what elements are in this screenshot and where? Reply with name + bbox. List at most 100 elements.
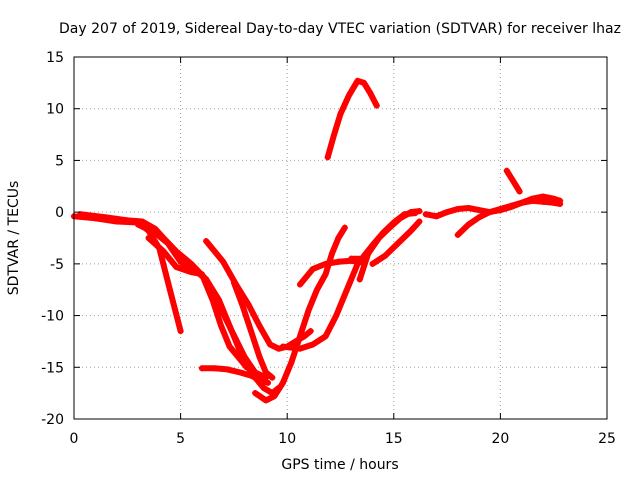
y-tick-label: -10: [41, 309, 64, 325]
data-point-marker: [322, 260, 329, 267]
y-tick-label: 15: [46, 50, 64, 66]
data-point-marker: [160, 248, 167, 255]
data-point-marker: [497, 207, 504, 214]
x-tick-label: 5: [176, 431, 185, 447]
data-point-marker: [314, 286, 321, 293]
y-tick-label: -15: [41, 360, 64, 376]
data-point-marker: [252, 390, 259, 397]
series-track-g: [230, 279, 276, 381]
data-point-marker: [211, 365, 218, 372]
data-point-marker: [407, 227, 414, 234]
data-point-marker: [262, 397, 269, 404]
data-point-marker: [239, 302, 246, 309]
data-point-marker: [365, 250, 372, 257]
data-point-marker: [346, 92, 353, 99]
data-point-marker: [373, 102, 380, 109]
x-tick-label: 20: [491, 431, 509, 447]
data-point-marker: [476, 207, 483, 214]
data-point-marker: [245, 302, 252, 309]
data-point-marker: [416, 218, 423, 225]
data-point-marker: [102, 214, 109, 221]
x-tick-label: 0: [70, 431, 79, 447]
data-point-marker: [145, 235, 152, 241]
plot-frame: [73, 56, 608, 420]
x-tick-label: 10: [278, 431, 296, 447]
data-point-marker: [341, 224, 348, 231]
data-point-marker: [237, 369, 244, 376]
data-point-marker: [279, 379, 286, 386]
data-point-marker: [309, 341, 316, 348]
data-point-marker: [288, 359, 295, 366]
data-point-marker: [164, 240, 171, 247]
series-track-i: [279, 260, 361, 352]
data-point-marker: [218, 322, 225, 329]
data-point-marker: [397, 215, 404, 222]
data-point-marker: [518, 199, 525, 206]
series-track-k: [324, 77, 380, 161]
data-point-marker: [188, 269, 195, 276]
data-point-marker: [343, 286, 350, 293]
data-point-marker: [416, 208, 423, 215]
y-tick-label: 5: [55, 153, 64, 169]
data-point-marker: [444, 209, 451, 216]
data-point-marker: [256, 376, 263, 383]
y-tick-label: -5: [50, 257, 64, 273]
data-point-marker: [220, 258, 227, 265]
x-axis-label: GPS time / hours: [281, 457, 398, 473]
data-point-marker: [454, 206, 461, 213]
data-point-marker: [324, 154, 331, 161]
data-point-marker: [322, 271, 329, 278]
data-point-marker: [369, 260, 376, 267]
data-point-marker: [356, 276, 363, 283]
data-point-marker: [508, 203, 515, 210]
data-point-marker: [375, 235, 382, 241]
data-point-marker: [465, 205, 472, 212]
data-point-marker: [173, 263, 180, 270]
data-point-marker: [309, 266, 316, 273]
data-point-marker: [433, 213, 440, 220]
data-point-marker: [335, 235, 342, 241]
data-point-marker: [333, 312, 340, 319]
data-point-marker: [267, 341, 274, 348]
data-point-marker: [422, 211, 429, 218]
series-track-d: [145, 235, 250, 371]
data-point-marker: [503, 167, 510, 174]
data-point-marker: [235, 353, 242, 360]
data-point-marker: [224, 366, 231, 373]
data-point-marker: [360, 79, 367, 86]
data-point-marker: [198, 365, 205, 372]
data-point-marker: [348, 255, 355, 262]
data-point-marker: [454, 231, 461, 238]
data-point-marker: [529, 195, 536, 202]
data-point-marker: [337, 110, 344, 117]
x-tick-label: 15: [385, 431, 403, 447]
data-point-marker: [243, 364, 250, 371]
data-point-marker: [124, 217, 131, 224]
data-point-marker: [226, 343, 233, 350]
data-point-marker: [230, 279, 237, 286]
y-tick-label: 0: [55, 205, 64, 221]
data-point-marker: [198, 271, 205, 278]
data-point-marker: [557, 197, 564, 204]
data-point-marker: [203, 238, 210, 245]
data-point-marker: [354, 77, 361, 84]
data-point-marker: [260, 384, 267, 391]
data-point-marker: [269, 374, 276, 381]
data-point-marker: [386, 224, 393, 231]
data-point-marker: [305, 307, 312, 314]
data-point-marker: [177, 328, 184, 335]
data-point-marker: [296, 345, 303, 352]
data-point-marker: [486, 209, 493, 216]
data-point-marker: [550, 195, 557, 202]
axis-ticks: [73, 56, 608, 420]
data-point-marker: [465, 221, 472, 228]
data-point-marker: [247, 328, 254, 335]
data-point-marker: [256, 322, 263, 329]
data-point-marker: [262, 369, 269, 376]
data-point-marker: [367, 90, 374, 97]
x-tick-label: 25: [598, 431, 616, 447]
data-point-marker: [215, 297, 222, 304]
data-point-marker: [322, 333, 329, 340]
data-point-marker: [516, 188, 523, 195]
